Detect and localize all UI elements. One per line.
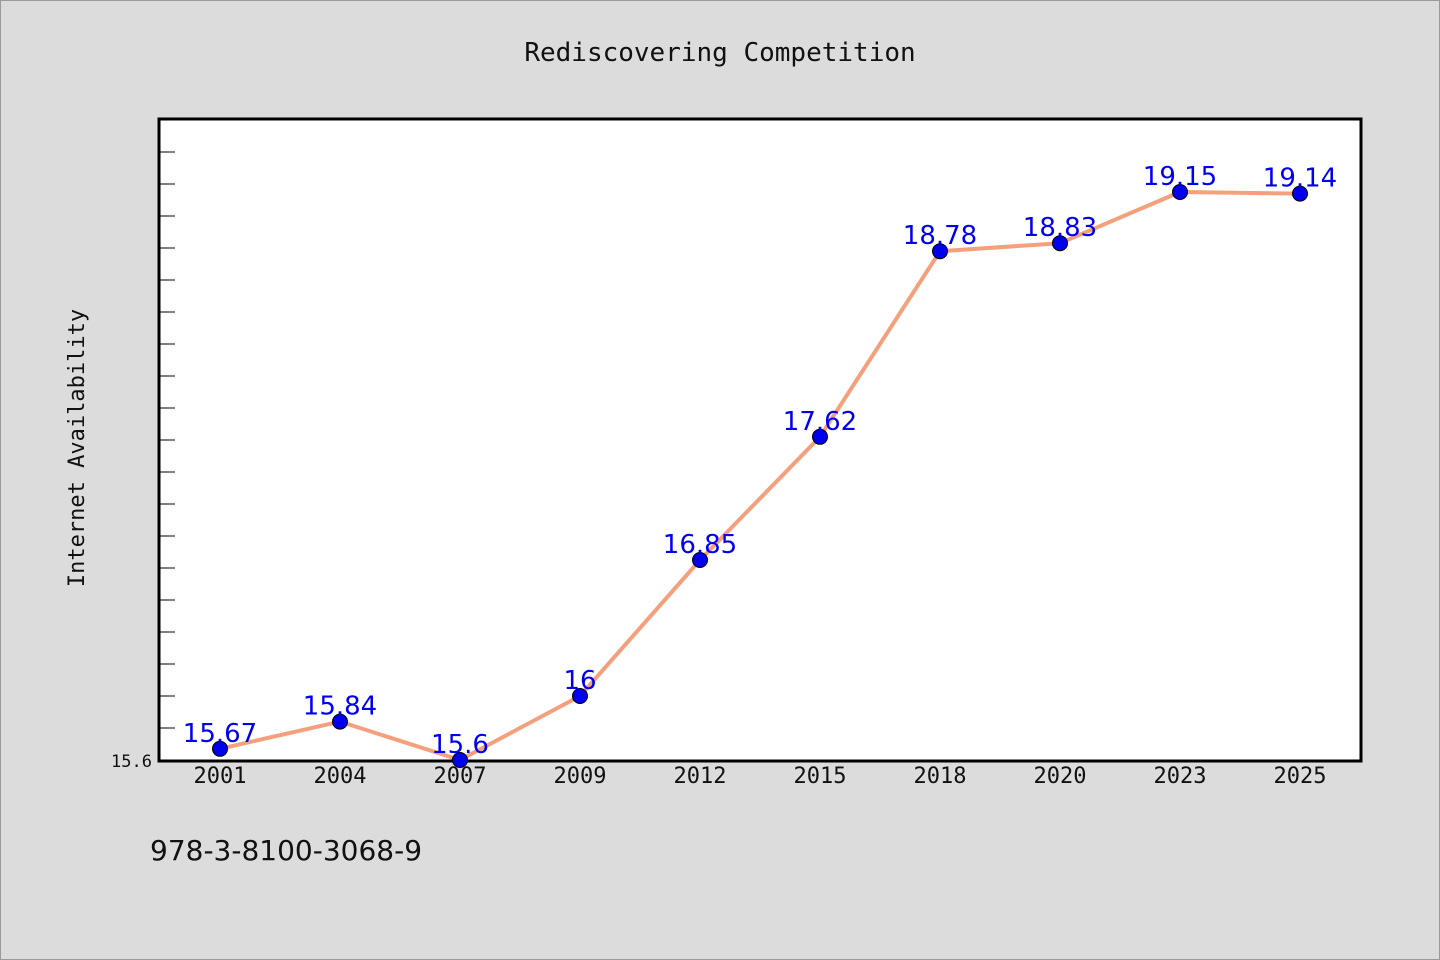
chart-title: Rediscovering Competition [524,38,915,68]
data-label: 15.67 [183,719,257,749]
x-tick-label: 2007 [434,764,487,789]
data-label: 19.15 [1143,162,1217,192]
data-label: 16.85 [663,530,737,560]
data-point [1292,185,1308,202]
footer-code: 978-3-8100-3068-9 [150,834,423,867]
x-tick-label: 2001 [194,764,247,789]
y-axis-label: Internet Availability [65,309,90,587]
data-label: 17.62 [783,407,857,437]
data-point [932,243,948,260]
x-tick-label: 2015 [794,764,847,789]
x-axis-tick-labels: 2001 2004 2007 2009 2012 2015 2018 2020 2023 2025 [194,764,1327,789]
data-label: 15.6 [431,730,489,760]
data-label: 15.84 [303,692,377,722]
data-point [452,752,468,768]
data-point [1172,184,1188,200]
y-tick-label-min: 15.6 [111,752,152,772]
x-tick-label: 2023 [1154,764,1207,789]
data-label: 18.78 [903,221,977,251]
data-point [332,713,348,730]
x-tick-label: 2020 [1034,764,1087,789]
series-line [218,190,1302,762]
data-point [1052,235,1068,252]
data-label: 16 [563,666,596,696]
data-label: 18.83 [1023,213,1097,243]
y-axis-ticks [160,119,175,761]
data-label: 19.14 [1263,164,1337,194]
data-point [812,428,828,445]
x-tick-label: 2025 [1274,764,1327,789]
data-point [572,688,588,704]
x-tick-label: 2018 [914,764,967,789]
x-tick-label: 2004 [314,764,367,789]
data-point [692,552,708,568]
plot-area [157,117,1363,763]
data-point [212,740,228,757]
x-tick-label: 2009 [554,764,607,789]
x-tick-label: 2012 [674,764,727,789]
series-line-group: 15.67 15.84 15.6 16 16.85 17.62 18.78 18.83 19.1… [183,162,1337,768]
